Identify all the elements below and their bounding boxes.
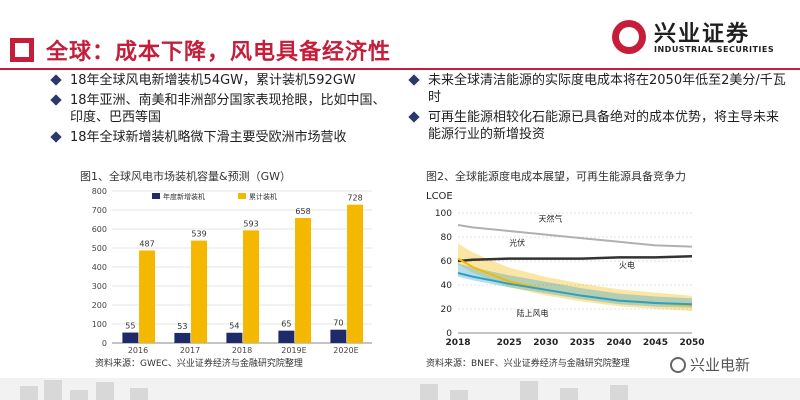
- bullet-item: 18年全球风电新增装机54GW，累计装机592GW: [50, 72, 392, 89]
- legend-swatch: [152, 193, 160, 199]
- chart1-source: 资料来源：GWEC、兴业证券经济与金融研究院整理: [95, 359, 303, 369]
- installed-capacity-chart: 0 100 200 300 400 500 600 700 800 55 487 2016 53 539 2…: [92, 187, 372, 353]
- bullet-item: 18年全球新增装机略微下滑主要受欧洲市场营收: [50, 129, 392, 146]
- bullet-text: 18年全球风电新增装机54GW，累计装机592GW: [70, 73, 356, 88]
- x-tick-label: 2040: [606, 338, 631, 348]
- y-tick-label: 80: [441, 233, 453, 243]
- slide-title: 全球：成本下降，风电具备经济性: [46, 40, 392, 65]
- bar: [295, 217, 312, 343]
- bar-value-label: 539: [191, 230, 206, 239]
- wechat-icon: [670, 357, 686, 373]
- x-tick-label: 2020E: [333, 346, 358, 353]
- series-label: 光伏: [509, 237, 525, 247]
- uncertainty-band: [458, 263, 692, 308]
- x-tick-label: 2017: [180, 346, 200, 353]
- y-tick-label: 0: [102, 339, 107, 348]
- bullet-item: 18年亚洲、南美和非洲部分国家表现抢眼，比如中国、印度、巴西等国: [50, 92, 392, 126]
- bar-value-label: 54: [229, 322, 239, 331]
- bar-value-label: 593: [243, 219, 258, 228]
- diamond-bullet-icon: [50, 131, 62, 143]
- y-tick-label: 800: [92, 187, 107, 196]
- title-divider: [0, 68, 800, 70]
- bar: [330, 329, 347, 343]
- bar: [122, 332, 139, 343]
- bar-value-label: 658: [295, 207, 310, 216]
- diamond-bullet-icon: [408, 111, 420, 123]
- bullet-text: 可再生能源相较化石能源已具备绝对的成本优势，将主导未来能源行业的新增投资: [428, 110, 780, 142]
- diamond-bullet-icon: [50, 94, 62, 106]
- bar-value-label: 487: [139, 239, 154, 248]
- legend-label: 累计装机: [249, 192, 277, 201]
- x-tick-label: 2035: [570, 338, 595, 348]
- y-tick-label: 40: [441, 281, 453, 291]
- legend-swatch: [238, 193, 246, 199]
- logo-name-en: INDUSTRIAL SECURITIES: [654, 45, 775, 54]
- y-tick-label: 500: [92, 244, 107, 253]
- bar: [243, 230, 260, 343]
- bullet-item: 未来全球清洁能源的实际度电成本将在2050年低至2美分/千瓦时: [408, 72, 790, 106]
- x-tick-label: 2016: [128, 346, 148, 353]
- bullet-text: 未来全球清洁能源的实际度电成本将在2050年低至2美分/千瓦时: [428, 73, 786, 105]
- chart2-title: 图2、全球能源度电成本展望，可再生能源具备竞争力: [426, 170, 686, 183]
- uncertainty-band: [458, 243, 692, 312]
- y-tick-label: 700: [92, 206, 107, 215]
- bar-value-label: 53: [177, 322, 187, 331]
- bar: [347, 204, 364, 343]
- city-skyline-decoration: [0, 378, 800, 400]
- y-tick-label: 100: [435, 209, 452, 219]
- right-bullet-list: 未来全球清洁能源的实际度电成本将在2050年低至2美分/千瓦时 可再生能源相较化…: [408, 72, 790, 146]
- bullet-item: 可再生能源相较化石能源已具备绝对的成本优势，将主导未来能源行业的新增投资: [408, 109, 790, 143]
- y-tick-label: 60: [441, 257, 453, 267]
- bullet-text: 18年亚洲、南美和非洲部分国家表现抢眼，比如中国、印度、巴西等国: [70, 93, 386, 125]
- y-axis-label: LCOE: [426, 191, 453, 202]
- bar-value-label: 55: [125, 322, 135, 331]
- bar: [278, 330, 295, 343]
- y-tick-label: 200: [92, 301, 107, 310]
- bar-value-label: 70: [333, 319, 343, 328]
- bar: [226, 332, 243, 343]
- x-tick-label: 2045: [643, 338, 668, 348]
- series-label: 天然气: [538, 213, 562, 223]
- series-line: [457, 254, 693, 263]
- x-tick-label: 2050: [679, 338, 704, 348]
- left-bullet-list: 18年全球风电新增装机54GW，累计装机592GW 18年亚洲、南美和非洲部分国…: [50, 72, 392, 149]
- y-tick-label: 400: [92, 263, 107, 272]
- bullet-text: 18年全球新增装机略微下滑主要受欧洲市场营收: [70, 130, 347, 145]
- account-watermark: 兴业电新: [690, 356, 751, 374]
- bar-value-label: 728: [347, 194, 362, 203]
- y-tick-label: 600: [92, 225, 107, 234]
- logo-emblem-icon: [612, 20, 646, 54]
- bar: [139, 250, 156, 343]
- series-line: [457, 224, 693, 248]
- diamond-bullet-icon: [408, 74, 420, 86]
- x-tick-label: 2025: [497, 338, 522, 348]
- company-logo: 兴业证券 INDUSTRIAL SECURITIES: [612, 16, 792, 60]
- x-tick-label: 2018: [445, 338, 470, 348]
- legend-label: 年度新增装机: [163, 192, 205, 201]
- slide-title-bar: 全球：成本下降，风电具备经济性: [0, 30, 600, 70]
- title-square-icon: [10, 38, 34, 62]
- x-tick-label: 2019E: [281, 346, 306, 353]
- series-label: 火电: [619, 260, 635, 270]
- y-tick-label: 300: [92, 282, 107, 291]
- bar: [191, 240, 208, 343]
- bar-value-label: 65: [281, 320, 291, 329]
- logo-name-cn: 兴业证券: [654, 22, 751, 47]
- y-tick-label: 0: [446, 329, 452, 339]
- bar: [174, 332, 191, 343]
- y-tick-label: 20: [441, 305, 453, 315]
- diamond-bullet-icon: [50, 74, 62, 86]
- y-tick-label: 100: [92, 320, 107, 329]
- series-label: 陆上风电: [517, 308, 549, 318]
- x-tick-label: 2018: [232, 346, 252, 353]
- x-tick-label: 2030: [533, 338, 558, 348]
- chart2-source: 资料来源：BNEF、兴业证券经济与金融研究院整理: [426, 359, 630, 369]
- chart1-title: 图1、全球风电市场装机容量&预测（GW）: [80, 170, 291, 183]
- series-line: [457, 272, 693, 306]
